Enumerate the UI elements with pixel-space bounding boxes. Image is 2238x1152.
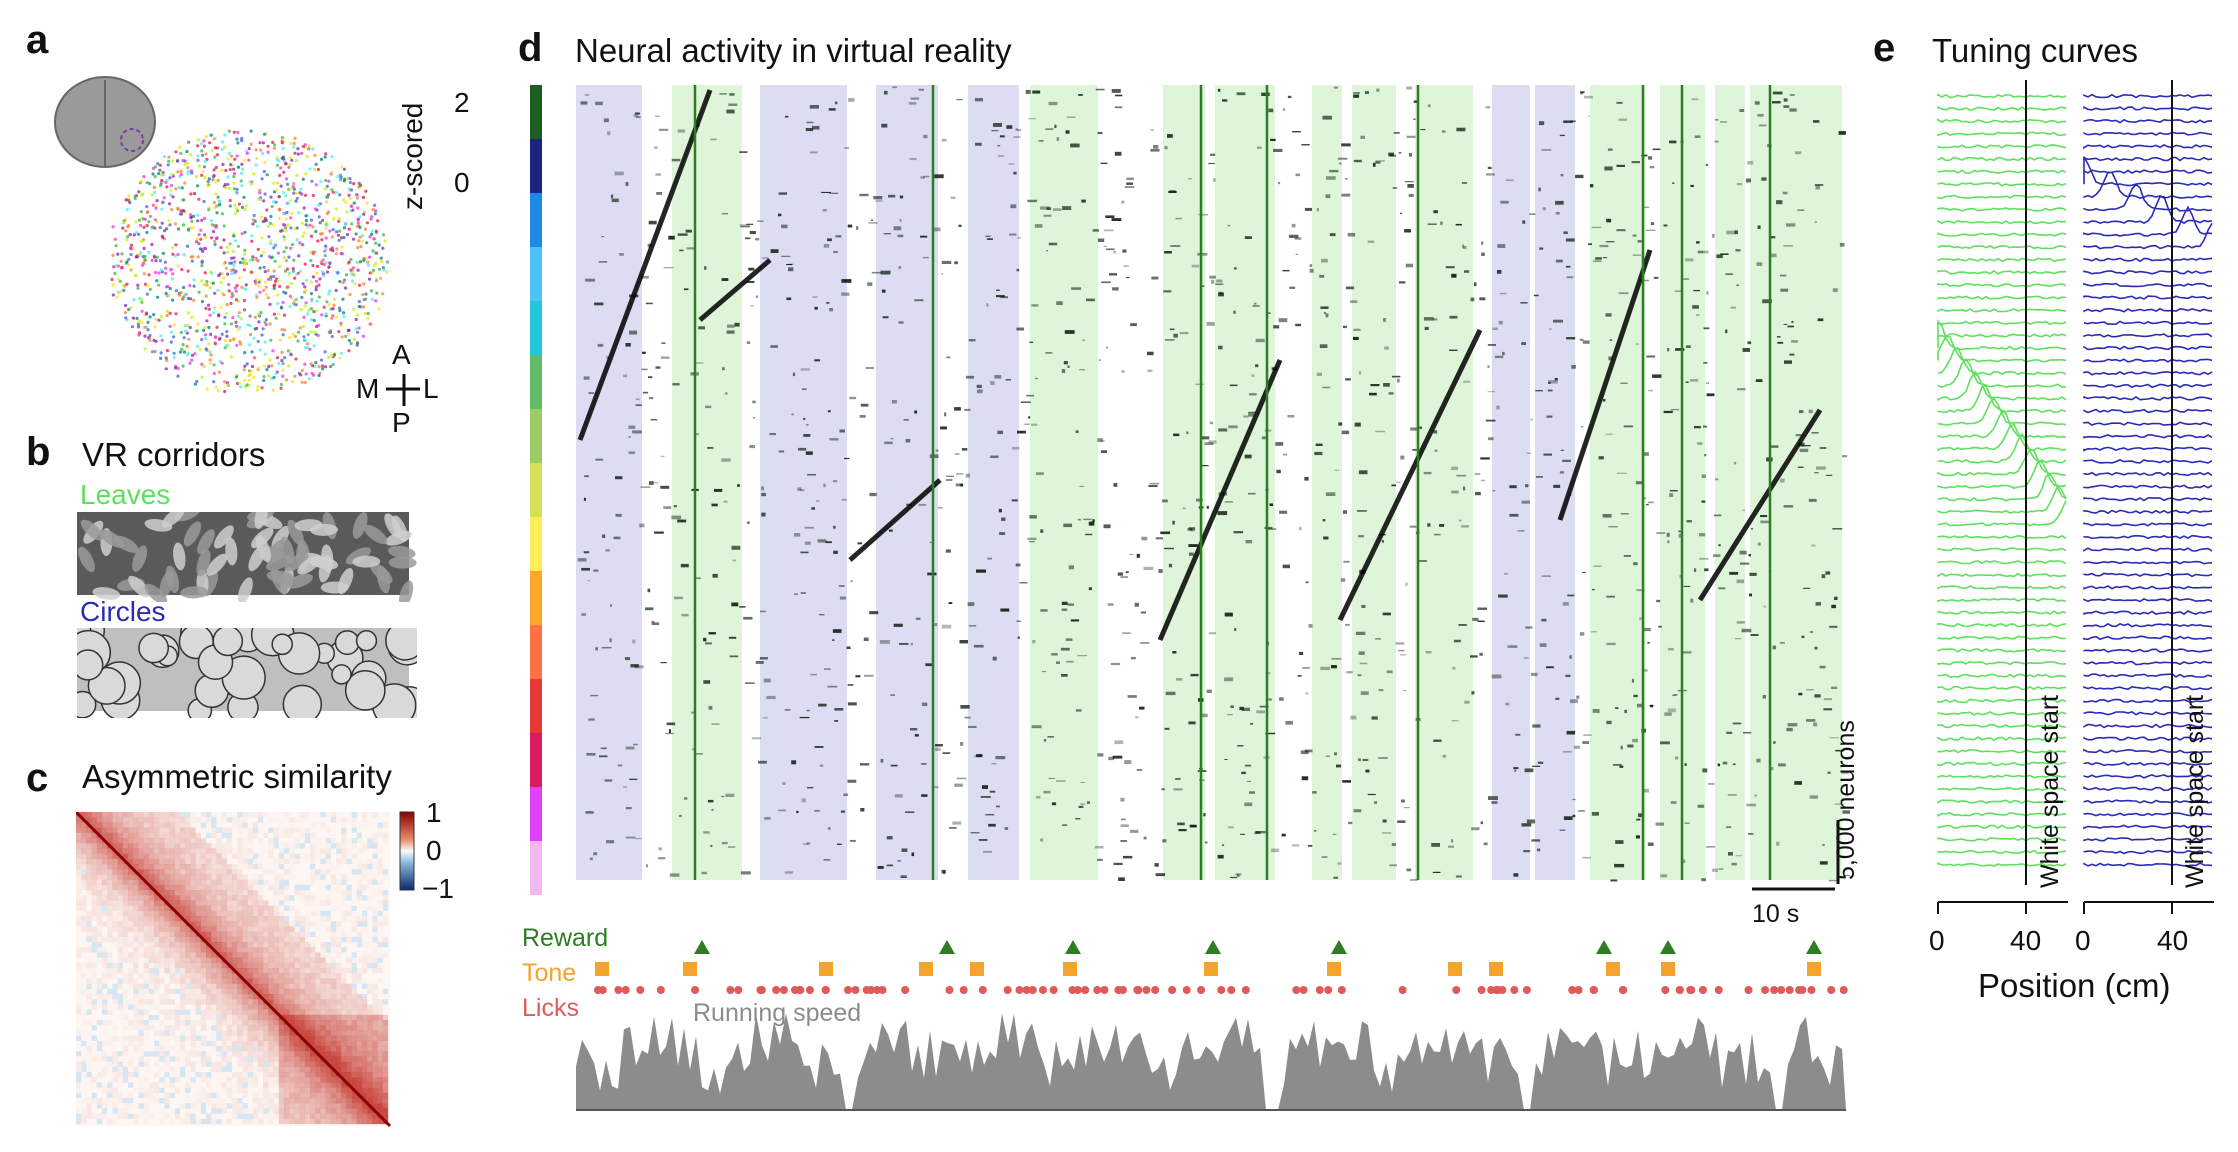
- reward-legend-label: Reward: [522, 924, 609, 952]
- panel-e-figure: [1937, 80, 2214, 914]
- tick-40-b: 40: [2157, 925, 2189, 956]
- neuron-scalebar-label: 5,000 neurons: [1832, 720, 1860, 880]
- panel-b-title: VR corridors: [82, 436, 266, 473]
- time-scalebar-label: 10 s: [1752, 900, 1800, 928]
- similarity-colorbar: [399, 811, 415, 891]
- licks-legend-label: Licks: [522, 994, 579, 1022]
- leaves-white-space-label: White space start: [2036, 694, 2064, 888]
- circles-tuning-curves: [2083, 93, 2213, 867]
- behavior-events: [593, 940, 1848, 994]
- panel-e-title: Tuning curves: [1932, 32, 2139, 69]
- corridor-bands: [576, 85, 1842, 880]
- sim-cbar-max: 1: [426, 797, 442, 828]
- reward-lines: [693, 85, 1772, 880]
- leaves-texture: [77, 512, 417, 602]
- panel-d-title: Neural activity in virtual reality: [575, 32, 1012, 69]
- similarity-matrix: [76, 812, 392, 1128]
- tick-0-a: 0: [1929, 925, 1945, 956]
- circles-white-space-label: White space start: [2181, 694, 2209, 888]
- panel-c-title: Asymmetric similarity: [82, 758, 392, 795]
- zscore-title: z-scored: [397, 102, 428, 210]
- position-colorbar: [530, 85, 542, 895]
- leaves-tuning-curves: [1937, 93, 2067, 867]
- panel-label-c: c: [26, 756, 49, 800]
- leaves-label: Leaves: [80, 479, 171, 510]
- sim-cbar-mid: 0: [426, 835, 442, 866]
- compass-m: M: [356, 373, 380, 404]
- panel-label-b: b: [26, 430, 51, 474]
- zscore-max: 2: [454, 87, 470, 118]
- compass-l: L: [423, 373, 439, 404]
- running-speed-trace: [576, 1013, 1846, 1110]
- compass-p: P: [392, 407, 411, 438]
- neuron-scatter: [110, 129, 390, 394]
- brain-icon: [54, 76, 156, 168]
- circles-label: Circles: [80, 596, 166, 627]
- running-speed-label: Running speed: [693, 999, 862, 1027]
- panel-d-figure: [530, 85, 1850, 1111]
- panel-label-d: d: [518, 26, 543, 70]
- tick-40-a: 40: [2010, 925, 2042, 956]
- sim-cbar-min: −1: [422, 873, 454, 904]
- tick-0-b: 0: [2075, 925, 2091, 956]
- panel-a-figure: [54, 76, 420, 406]
- panel-label-a: a: [26, 18, 49, 62]
- tone-legend-label: Tone: [522, 959, 577, 987]
- position-axis-label: Position (cm): [1978, 967, 2171, 1004]
- compass-a: A: [392, 339, 411, 370]
- circles-texture: [77, 628, 417, 718]
- panel-label-e: e: [1873, 26, 1896, 70]
- zscore-min: 0: [454, 167, 470, 198]
- activity-raster: [577, 86, 1850, 882]
